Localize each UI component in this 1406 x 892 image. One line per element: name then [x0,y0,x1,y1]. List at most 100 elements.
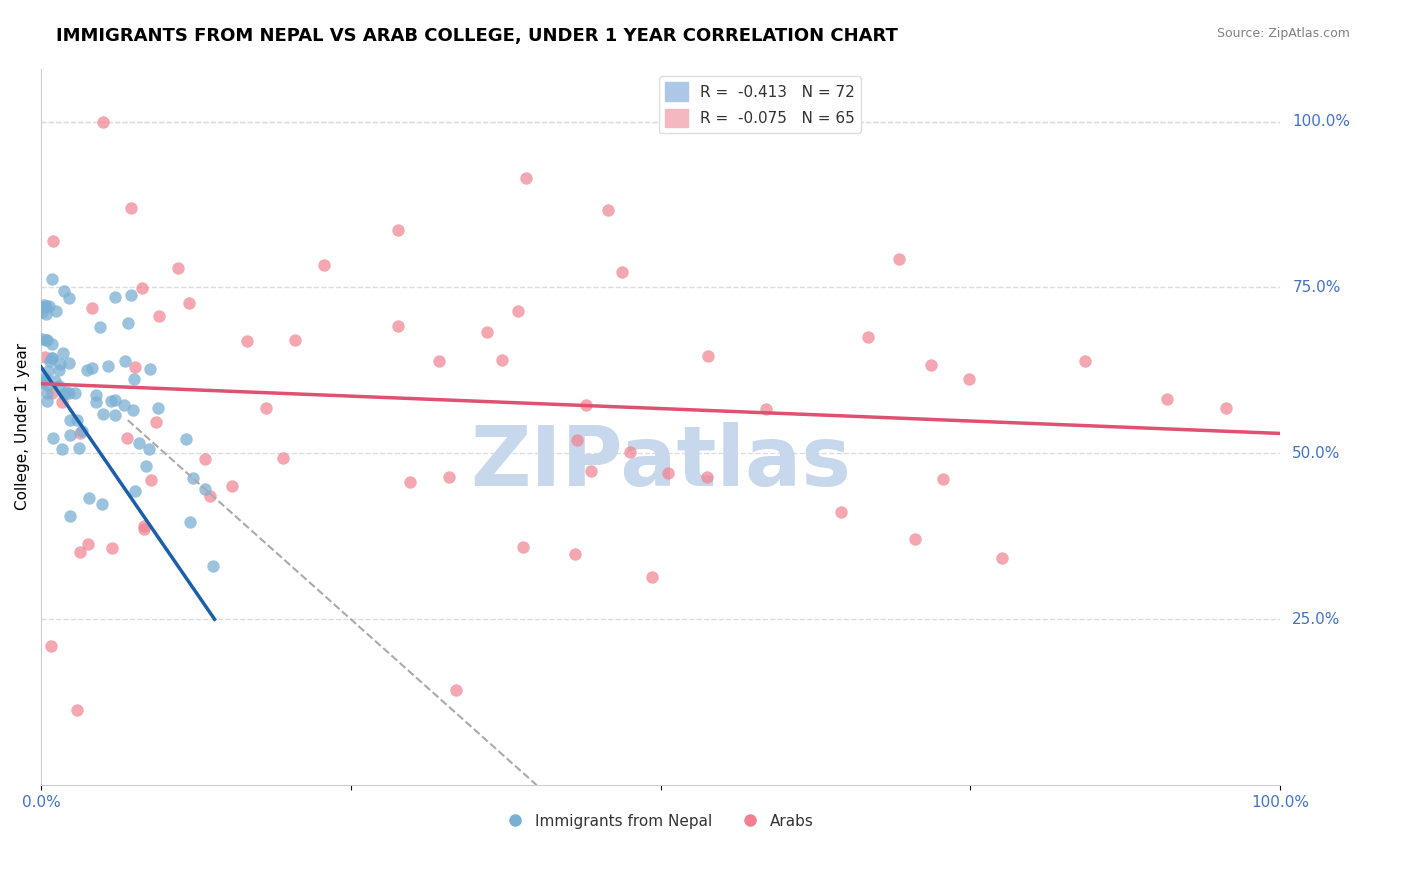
Point [76,362,98,376]
Text: 50.0%: 50.0% [1292,446,1341,461]
Point [69,426,91,441]
Point [97,359,120,373]
Point [194,483,217,497]
Point [887,252,910,267]
Point [564,547,586,561]
Point [128,435,150,450]
Point [858,330,880,344]
Point [641,570,664,584]
Point [515,170,537,185]
Point [512,540,534,554]
Point [41,336,63,351]
Point [131,281,153,295]
Point [34,298,56,312]
Point [41,431,63,445]
Point [657,466,679,480]
Point [236,334,259,348]
Point [146,401,169,415]
Point [66,413,89,427]
Point [314,259,336,273]
Point [34,350,56,364]
Point [124,484,146,499]
Text: ZIPatlas: ZIPatlas [470,422,851,503]
Point [427,353,450,368]
Point [124,359,146,374]
Point [101,541,124,555]
Point [53,284,76,298]
Point [439,469,461,483]
Point [696,470,718,484]
Point [183,471,205,485]
Point [37,300,59,314]
Point [491,353,513,368]
Point [612,265,634,279]
Point [475,326,498,340]
Point [90,497,112,511]
Point [35,378,58,392]
Y-axis label: College, Under 1 year: College, Under 1 year [15,343,30,510]
Text: IMMIGRANTS FROM NEPAL VS ARAB COLLEGE, UNDER 1 YEAR CORRELATION CHART: IMMIGRANTS FROM NEPAL VS ARAB COLLEGE, U… [56,27,898,45]
Point [145,415,167,429]
Point [120,201,142,215]
Point [80,301,103,316]
Point [134,522,156,536]
Point [141,473,163,487]
Text: 25.0%: 25.0% [1292,612,1341,627]
Point [598,203,620,218]
Point [51,442,73,456]
Point [66,703,89,717]
Legend: Immigrants from Nepal, Arabs: Immigrants from Nepal, Arabs [501,807,820,835]
Point [49,357,72,371]
Point [194,452,217,467]
Point [82,360,104,375]
Point [755,401,778,416]
Point [35,307,58,321]
Point [58,356,80,370]
Point [179,295,201,310]
Point [51,395,73,409]
Point [100,393,122,408]
Point [957,372,980,386]
Point [59,413,82,427]
Point [41,385,63,400]
Point [122,403,145,417]
Point [201,559,224,574]
Point [31,332,53,346]
Point [104,408,127,422]
Point [920,359,942,373]
Point [70,424,93,438]
Point [1156,392,1178,407]
Point [198,489,221,503]
Point [179,515,201,529]
Point [93,407,115,421]
Point [104,392,127,407]
Point [134,458,156,473]
Point [575,398,598,412]
Point [166,261,188,276]
Point [37,394,59,409]
Point [991,550,1014,565]
Point [41,351,63,365]
Point [35,299,58,313]
Point [444,682,467,697]
Point [104,290,127,304]
Point [506,304,529,318]
Point [39,640,62,654]
Point [48,363,70,377]
Point [284,333,307,347]
Point [1074,354,1097,368]
Point [44,374,66,388]
Point [387,319,409,334]
Point [830,505,852,519]
Point [34,371,56,385]
Point [124,372,146,386]
Point [115,431,138,445]
Point [579,464,602,478]
Point [55,384,77,399]
Point [148,310,170,324]
Point [387,223,409,237]
Point [67,441,90,455]
Point [32,300,55,314]
Text: 75.0%: 75.0% [1292,280,1341,295]
Point [176,433,198,447]
